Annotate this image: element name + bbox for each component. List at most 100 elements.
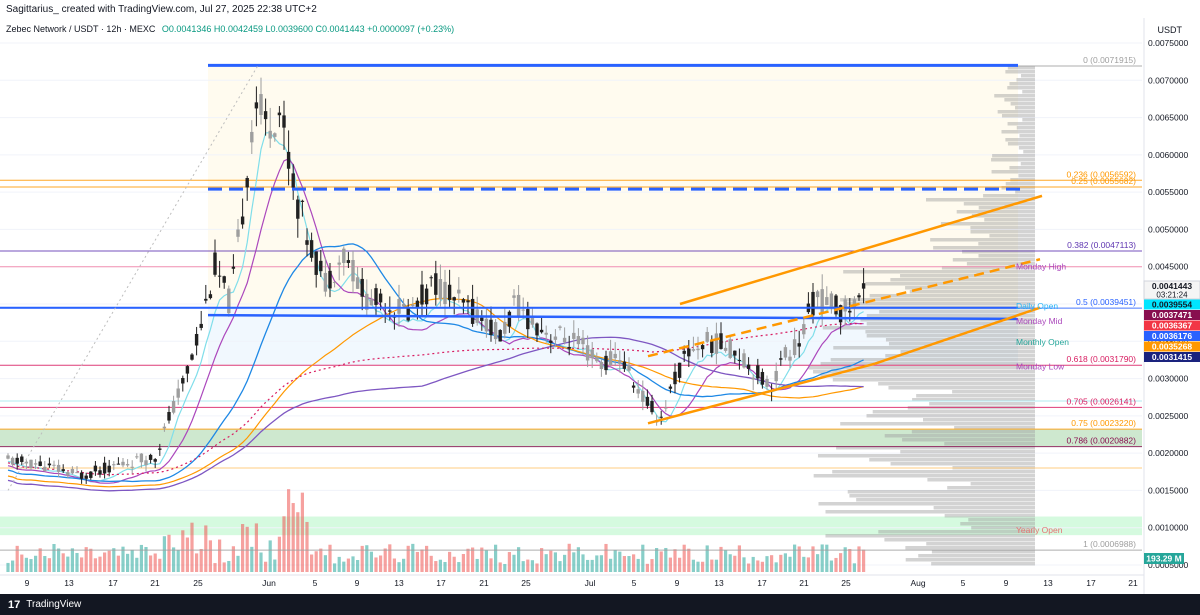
candle-body xyxy=(705,331,709,342)
candle-body xyxy=(595,357,599,362)
price-badge-label: 0.0036367 xyxy=(1152,321,1192,331)
level-label: Monthly Open xyxy=(1016,337,1069,347)
candle-body xyxy=(434,273,438,295)
volume-bar xyxy=(507,552,511,572)
volume-profile-bar xyxy=(818,502,1035,506)
candle-body xyxy=(811,291,815,316)
candle-body xyxy=(415,300,420,308)
volume-profile-bar xyxy=(856,498,1035,502)
candle-body xyxy=(815,291,820,298)
candle-body xyxy=(254,102,259,109)
price-badge-label: 0.0037471 xyxy=(1152,310,1192,320)
volume-bar xyxy=(530,560,534,572)
price-badge-label: 0.0041443 xyxy=(1152,281,1192,291)
volume-bar xyxy=(356,560,360,572)
volume-profile-bar xyxy=(970,226,1035,230)
volume-profile-bar xyxy=(866,334,1035,338)
footer-brand[interactable]: TradingView xyxy=(26,599,82,610)
candle-body xyxy=(259,94,263,115)
price-badge: 0.0036176 xyxy=(1144,331,1200,341)
volume-bar xyxy=(227,560,231,572)
x-tick-label: 25 xyxy=(193,578,203,588)
volume-bar xyxy=(328,544,332,572)
candle-body xyxy=(650,401,654,413)
volume-profile-bar xyxy=(840,298,1035,302)
candle-body xyxy=(401,304,406,307)
volume-profile-bar xyxy=(1007,122,1035,126)
volume-bar xyxy=(627,556,631,572)
x-tick-label: 25 xyxy=(521,578,531,588)
volume-profile-bar xyxy=(933,246,1035,250)
candle-body xyxy=(148,454,153,460)
candle-body xyxy=(406,307,410,321)
volume-profile-bar xyxy=(830,358,1035,362)
volume-bar xyxy=(254,523,258,572)
candle-body xyxy=(530,316,535,325)
volume-bar xyxy=(305,521,309,572)
volume-bar xyxy=(287,489,291,572)
volume-bar xyxy=(742,557,746,572)
volume-profile-bar xyxy=(940,222,1035,226)
volume-bar xyxy=(84,547,88,572)
volume-profile-bar xyxy=(884,538,1035,542)
volume-profile-bar xyxy=(847,490,1035,494)
x-tick-label: 9 xyxy=(25,578,30,588)
volume-bar xyxy=(765,556,769,572)
price-badge-bg xyxy=(1144,352,1200,362)
volume-profile-bar xyxy=(813,474,1035,478)
candle-body xyxy=(337,262,341,265)
fib-level-label: 0.75 (0.0023220) xyxy=(1071,418,1136,428)
x-tick-label: 17 xyxy=(108,578,118,588)
candle-body xyxy=(783,347,788,358)
volume-bar xyxy=(466,548,470,572)
volume-bar xyxy=(526,559,530,572)
volume-bar xyxy=(43,556,47,572)
fib-level-label: 0.5 (0.0039451) xyxy=(1076,297,1136,307)
volume-bar xyxy=(480,547,484,572)
volume-bar xyxy=(126,553,130,572)
fib-level-label: 0.236 (0.0056592) xyxy=(1067,169,1137,179)
candle-body xyxy=(641,390,645,402)
x-tick-label: 13 xyxy=(714,578,724,588)
y-tick-label: 0.0010000 xyxy=(1148,523,1188,533)
volume-bar xyxy=(816,554,820,572)
y-tick-label: 0.0025000 xyxy=(1148,411,1188,421)
volume-profile-bar xyxy=(927,478,1035,482)
volume-bar xyxy=(802,556,806,572)
volume-bar xyxy=(204,525,208,572)
volume-bar xyxy=(498,562,502,572)
volume-bar xyxy=(714,559,718,572)
volume-bar xyxy=(296,512,300,572)
volume-bar xyxy=(673,549,677,572)
candle-body xyxy=(452,297,456,301)
volume-bar xyxy=(443,562,447,572)
volume-bar xyxy=(241,524,245,572)
volume-bar xyxy=(277,536,281,572)
volume-bar xyxy=(310,554,314,572)
y-tick-label: 0.0030000 xyxy=(1148,374,1188,384)
candle-body xyxy=(231,266,236,269)
level-label: Monday Low xyxy=(1016,362,1065,372)
volume-profile-bar xyxy=(952,258,1035,262)
volume-profile-bar xyxy=(1016,126,1035,130)
volume-bar xyxy=(250,546,254,572)
candle-body xyxy=(56,464,61,472)
candle-body xyxy=(820,289,824,313)
y-tick-label: 0.0015000 xyxy=(1148,485,1188,495)
candle-body xyxy=(838,305,843,323)
candle-body xyxy=(282,115,286,128)
candle-body xyxy=(291,173,295,188)
candle-body xyxy=(204,298,208,301)
candle-body xyxy=(125,464,130,466)
volume-profile-bar xyxy=(1022,118,1035,122)
volume-profile-bar xyxy=(888,386,1035,390)
volume-profile-bar xyxy=(984,218,1035,222)
volume-profile-bar xyxy=(1005,182,1035,186)
candle-body xyxy=(516,294,521,316)
volume-bar xyxy=(93,558,97,572)
volume-profile-bar xyxy=(1018,174,1035,178)
x-tick-label: 17 xyxy=(1086,578,1096,588)
candle-body xyxy=(544,332,548,335)
